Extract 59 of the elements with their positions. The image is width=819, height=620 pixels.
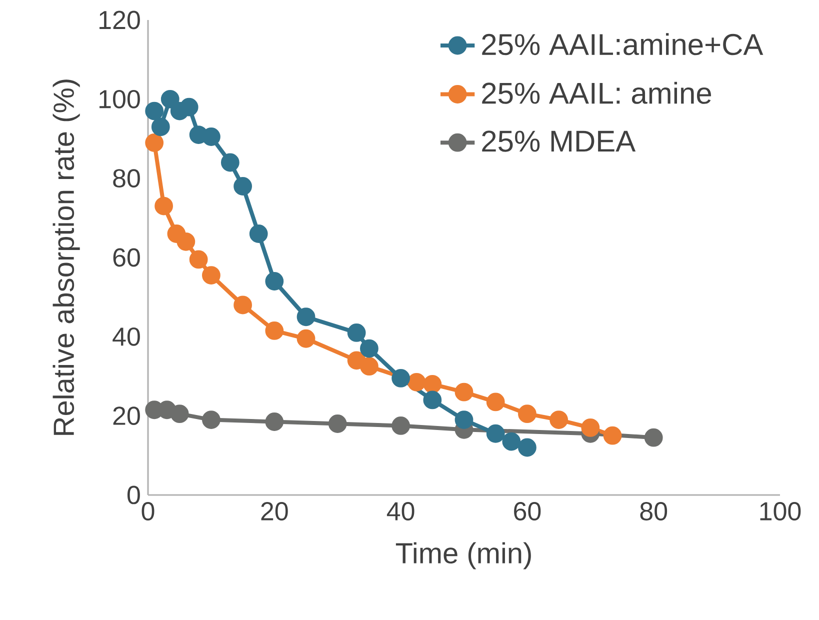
point [160, 90, 180, 108]
point [296, 329, 316, 348]
point [189, 250, 208, 269]
point [518, 438, 536, 457]
point [581, 418, 600, 437]
x-tick-label: 100 [760, 502, 801, 520]
point [296, 308, 316, 326]
x-tick-label: 0 [142, 502, 154, 520]
y-axis-title: Relative absorption rate (%) [52, 80, 80, 435]
point [145, 102, 164, 120]
point [423, 374, 442, 394]
y-tick-label: 80 [113, 169, 140, 188]
point [518, 404, 536, 424]
point [151, 118, 170, 136]
point [202, 128, 220, 146]
legend-label: 25% AAIL: amine [482, 82, 712, 104]
point [234, 177, 252, 196]
legend-label: 25% MDEA [482, 130, 636, 152]
y-tick-label: 20 [113, 406, 140, 426]
legend-label: 25% AAIL:amine+CA [482, 33, 764, 56]
point [644, 428, 663, 447]
point [360, 339, 378, 358]
y-tick-label: 0 [127, 486, 140, 504]
point [176, 232, 196, 251]
point [265, 412, 284, 431]
point [347, 324, 366, 342]
point [486, 392, 505, 412]
point [454, 410, 474, 429]
x-tick-label: 60 [514, 502, 541, 520]
point [180, 98, 198, 116]
point [265, 322, 284, 340]
point [145, 133, 164, 152]
point [486, 424, 505, 443]
point [392, 369, 410, 388]
y-tick-label: 120 [100, 10, 140, 30]
point [603, 426, 622, 445]
point [423, 390, 442, 410]
point [328, 414, 347, 433]
y-tick-label: 40 [112, 327, 140, 346]
point [392, 416, 410, 435]
point [502, 432, 521, 451]
x-axis-title: Time (min) [396, 542, 531, 570]
point [154, 196, 174, 216]
point [170, 404, 189, 424]
point [202, 266, 220, 285]
x-tick-label: 80 [640, 502, 668, 520]
point [202, 410, 220, 429]
point [265, 272, 284, 290]
point [454, 382, 474, 402]
point [234, 296, 252, 314]
x-tick-label: 40 [386, 502, 414, 520]
point [550, 410, 568, 429]
point [249, 224, 268, 243]
x-tick-label: 20 [261, 502, 288, 520]
point [360, 357, 378, 376]
y-tick-label: 60 [113, 248, 140, 267]
point [407, 372, 426, 392]
y-tick-label: 100 [100, 90, 140, 108]
point [220, 153, 240, 172]
